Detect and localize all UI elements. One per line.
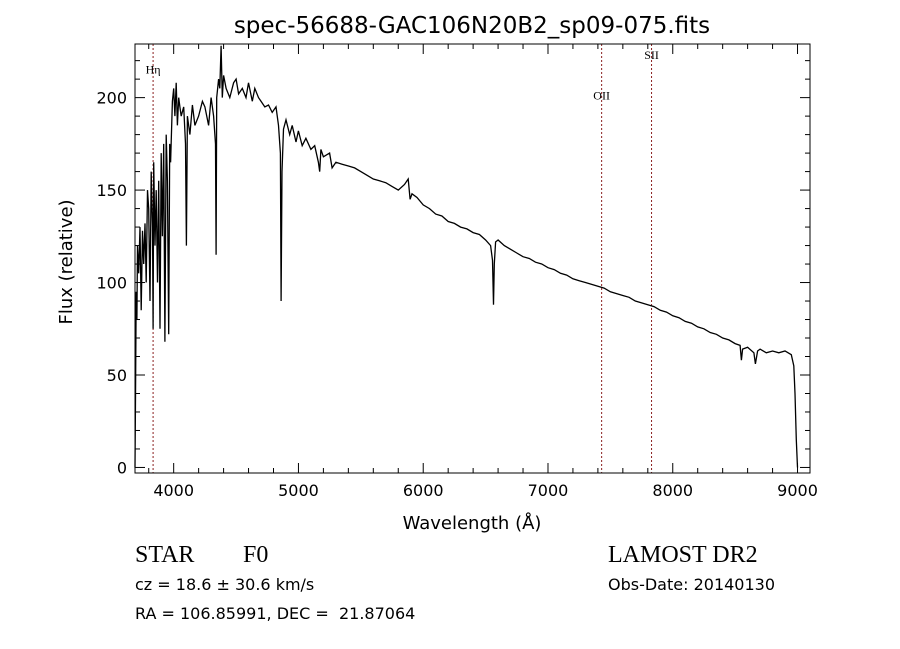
redshift-text: cz = 18.6 ± 30.6 km/s xyxy=(135,575,314,594)
y-tick-label: 0 xyxy=(117,458,127,477)
y-tick-label: 200 xyxy=(96,89,127,108)
coords-text: RA = 106.85991, DEC = 21.87064 xyxy=(135,604,415,623)
y-tick-label: 100 xyxy=(96,274,127,293)
plot-area: Hη OII SII 4000 5000 6000 7000 8000 9000 0 50 100 15… xyxy=(96,43,818,500)
y-axis-label: Flux (relative) xyxy=(56,199,77,324)
line-marker-label: OII xyxy=(593,88,610,102)
y-tick-label: 150 xyxy=(96,181,127,200)
x-axis-label: Wavelength (Å) xyxy=(403,512,542,534)
object-class: STAR xyxy=(135,542,194,568)
line-marker-label: Hη xyxy=(146,63,161,77)
x-tick-label: 8000 xyxy=(652,481,693,500)
line-marker-label: SII xyxy=(644,48,659,62)
x-tick-label: 6000 xyxy=(403,481,444,500)
x-tick-label: 5000 xyxy=(278,481,319,500)
x-tick-label: 9000 xyxy=(777,481,818,500)
spectrum-line xyxy=(134,45,799,468)
y-tick-label: 50 xyxy=(107,366,127,385)
plot-frame xyxy=(134,43,811,474)
survey-label: LAMOST DR2 xyxy=(608,542,758,568)
x-tick-label: 7000 xyxy=(528,481,569,500)
chart-title: spec-56688-GAC106N20B2_sp09-075.fits xyxy=(234,13,710,39)
obs-date-text: Obs-Date: 20140130 xyxy=(608,575,775,594)
subclass: F0 xyxy=(243,542,268,568)
x-tick-label: 4000 xyxy=(153,481,194,500)
